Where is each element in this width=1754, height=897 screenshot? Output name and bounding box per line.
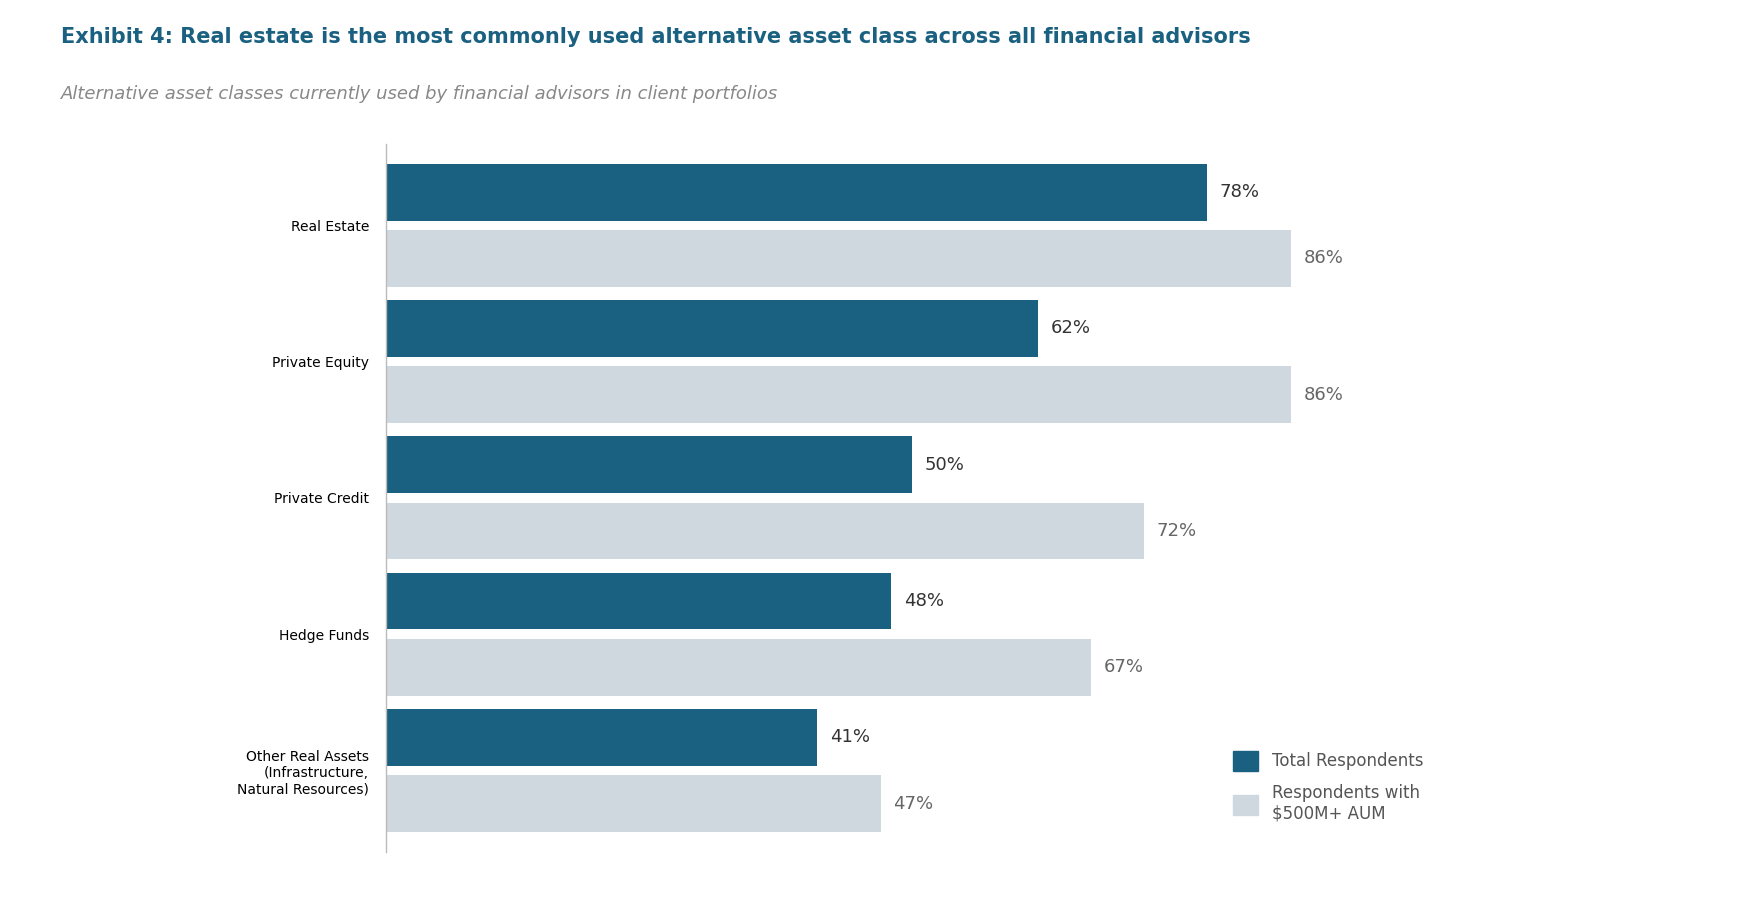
Text: 47%: 47% bbox=[893, 795, 933, 813]
Text: Alternative asset classes currently used by financial advisors in client portfol: Alternative asset classes currently used… bbox=[61, 85, 779, 103]
Text: 86%: 86% bbox=[1303, 249, 1344, 267]
Text: 41%: 41% bbox=[830, 728, 870, 746]
Bar bbox=[386, 709, 817, 766]
Text: 62%: 62% bbox=[1051, 319, 1091, 337]
Bar bbox=[386, 230, 1291, 287]
Legend: Total Respondents, Respondents with
$500M+ AUM: Total Respondents, Respondents with $500… bbox=[1226, 744, 1430, 830]
Bar bbox=[386, 164, 1207, 221]
Text: 78%: 78% bbox=[1219, 183, 1259, 201]
Bar bbox=[386, 572, 891, 630]
Text: 67%: 67% bbox=[1103, 658, 1144, 676]
Bar bbox=[386, 366, 1291, 423]
Text: 72%: 72% bbox=[1156, 522, 1196, 540]
Text: 48%: 48% bbox=[903, 592, 944, 610]
Bar bbox=[386, 775, 881, 832]
Bar bbox=[386, 436, 912, 493]
Bar bbox=[386, 300, 1038, 357]
Text: Exhibit 4: Real estate is the most commonly used alternative asset class across : Exhibit 4: Real estate is the most commo… bbox=[61, 27, 1251, 47]
Bar bbox=[386, 639, 1091, 695]
Text: 86%: 86% bbox=[1303, 386, 1344, 404]
Text: 50%: 50% bbox=[924, 456, 965, 474]
Bar bbox=[386, 502, 1144, 560]
